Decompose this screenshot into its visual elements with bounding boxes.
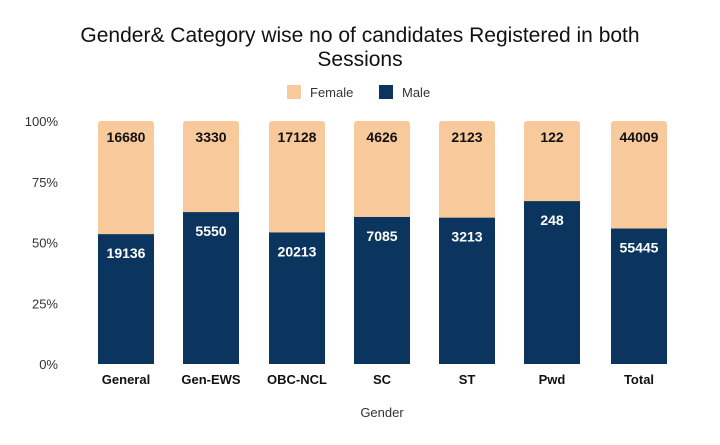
x-axis: General Gen-EWS OBC-NCL SC ST Pwd Total xyxy=(102,372,654,387)
bar-female-st xyxy=(439,121,495,221)
bar-male-gen-ews xyxy=(183,212,239,364)
bar-female-general xyxy=(98,121,154,238)
data-label-female: 16680 xyxy=(107,129,146,145)
legend: Female Male xyxy=(287,85,430,100)
bar-female-sc xyxy=(354,121,410,220)
bar-female-total xyxy=(611,121,667,232)
data-label-male: 55445 xyxy=(620,240,659,256)
y-axis: 0% 25% 50% 75% 100% xyxy=(25,114,59,372)
bar-male-pwd xyxy=(524,201,580,364)
bar-female-obc-ncl xyxy=(269,121,325,236)
data-label-male: 248 xyxy=(540,212,564,228)
bars: 16680 19136 3330 5550 17128 20213 4626 7085 2123… xyxy=(98,121,667,364)
data-label-male: 5550 xyxy=(195,223,226,239)
data-label-male: 3213 xyxy=(451,229,482,245)
bar-male-total xyxy=(611,228,667,364)
x-tick-label: OBC-NCL xyxy=(267,372,327,387)
data-label-female: 3330 xyxy=(195,129,226,145)
chart-title-line-1: Gender& Category wise no of candidates R… xyxy=(80,24,639,47)
x-tick-label: Pwd xyxy=(539,372,566,387)
legend-label-male: Male xyxy=(402,85,430,100)
data-label-male: 20213 xyxy=(278,243,317,259)
data-label-female: 4626 xyxy=(366,129,397,145)
y-tick-label: 100% xyxy=(25,114,59,129)
data-label-female: 122 xyxy=(540,129,564,145)
bar-female-pwd xyxy=(524,121,580,205)
data-label-female: 2123 xyxy=(451,129,482,145)
x-tick-label: General xyxy=(102,372,150,387)
legend-swatch-male xyxy=(379,85,393,99)
legend-label-female: Female xyxy=(310,85,353,100)
bar-male-sc xyxy=(354,216,410,364)
chart-title-line-2: Sessions xyxy=(317,48,402,71)
x-tick-label: SC xyxy=(373,372,392,387)
y-tick-label: 0% xyxy=(39,357,58,372)
data-label-male: 19136 xyxy=(107,245,146,261)
bar-male-general xyxy=(98,234,154,364)
bar-female-gen-ews xyxy=(183,121,239,216)
x-tick-label: Total xyxy=(624,372,654,387)
data-label-female: 44009 xyxy=(620,129,659,145)
bar-male-obc-ncl xyxy=(269,232,325,364)
bar-male-st xyxy=(439,217,495,364)
legend-swatch-female xyxy=(287,85,301,99)
x-axis-title: Gender xyxy=(360,405,404,420)
y-tick-label: 50% xyxy=(32,236,58,251)
y-tick-label: 25% xyxy=(32,296,58,311)
x-tick-label: Gen-EWS xyxy=(181,372,241,387)
x-tick-label: ST xyxy=(459,372,476,387)
y-tick-label: 75% xyxy=(32,175,58,190)
data-label-male: 7085 xyxy=(366,228,397,244)
data-label-female: 17128 xyxy=(278,129,317,145)
